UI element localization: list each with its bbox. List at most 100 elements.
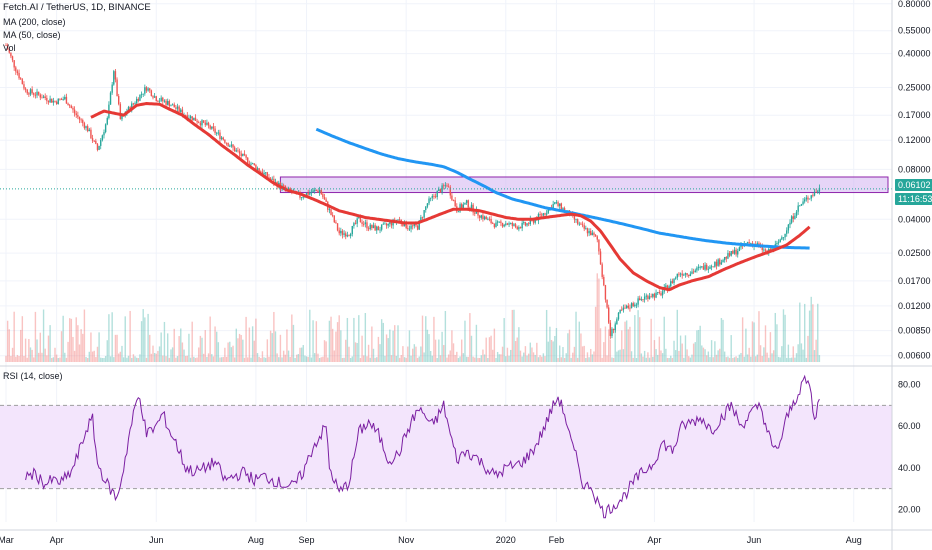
legend-ma200[interactable]: MA (200, close) <box>3 17 66 27</box>
candle-body <box>634 304 636 307</box>
candle-body <box>758 243 760 246</box>
candle-body <box>763 249 765 251</box>
time-tick-label: Mar <box>0 535 14 545</box>
candle-body <box>312 190 314 193</box>
candle-body <box>454 200 456 207</box>
volume-bar <box>361 335 363 362</box>
volume-bar <box>312 320 314 362</box>
candle-body <box>679 273 682 275</box>
candle-body <box>163 100 166 102</box>
volume-bar <box>689 357 692 362</box>
volume-bar <box>508 355 510 362</box>
volume-bar <box>88 351 90 362</box>
volume-bar <box>536 342 538 362</box>
candle-body <box>647 295 649 299</box>
candle-body <box>732 251 734 254</box>
volume-bar <box>457 357 460 362</box>
volume-bar <box>532 352 535 362</box>
candle-body <box>449 187 451 196</box>
volume-bar <box>655 349 657 362</box>
candle-body <box>235 150 237 152</box>
time-tick-label: Aug <box>846 535 862 545</box>
volume-bar <box>478 358 481 362</box>
volume-bar <box>781 346 783 362</box>
volume-bar <box>42 309 45 362</box>
volume-bar <box>706 355 708 362</box>
time-tick-label: Aug <box>248 535 264 545</box>
volume-bar <box>480 355 482 362</box>
volume-bar <box>72 336 74 362</box>
volume-bar <box>75 317 77 362</box>
candle-body <box>256 168 259 170</box>
candle-body <box>629 307 631 309</box>
volume-bar <box>238 333 241 362</box>
volume-bar <box>26 357 28 362</box>
candle-body <box>575 219 577 220</box>
candle-body <box>542 213 545 216</box>
volume-bar <box>33 357 35 362</box>
volume-bar <box>287 350 290 362</box>
candle-body <box>794 215 796 219</box>
volume-bar <box>129 310 131 362</box>
candle-body <box>152 96 154 98</box>
volume-bar <box>198 347 200 362</box>
volume-bar <box>253 340 255 362</box>
candle-body <box>428 198 430 204</box>
price-tick-label: 0.25000 <box>898 82 931 92</box>
candle-body <box>609 322 612 336</box>
volume-bar <box>477 357 479 362</box>
candle-body <box>689 273 692 277</box>
volume-bar <box>47 335 50 362</box>
candle-body <box>384 223 386 225</box>
volume-bar <box>274 331 277 362</box>
candle-body <box>740 244 742 248</box>
volume-bar <box>591 354 594 362</box>
candle-body <box>622 307 625 310</box>
candle-body <box>702 266 705 270</box>
candle-body <box>781 237 783 240</box>
candle-body <box>198 122 200 124</box>
volume-bar <box>135 357 138 362</box>
volume-bar <box>131 357 133 362</box>
volume-bar <box>529 342 531 362</box>
candle-body <box>407 228 409 229</box>
candle-body <box>88 129 90 132</box>
legend-rsi[interactable]: RSI (14, close) <box>3 371 63 381</box>
volume-bar <box>756 354 759 362</box>
candle-body <box>317 190 319 193</box>
candle-body <box>98 145 100 150</box>
volume-bar <box>643 350 646 362</box>
volume-bar <box>470 335 473 362</box>
volume-bar <box>612 357 615 362</box>
candle-body <box>137 98 139 101</box>
volume-bar <box>255 318 257 362</box>
volume-bar <box>314 353 316 362</box>
candle-body <box>616 319 618 325</box>
volume-bar <box>586 352 589 362</box>
volume-bar <box>160 332 162 362</box>
symbol-title[interactable]: Fetch.AI / TetherUS, 1D, BINANCE <box>3 2 151 13</box>
volume-bar <box>500 354 502 362</box>
volume-bar <box>165 356 167 362</box>
candle-body <box>712 266 714 268</box>
rsi-tick-label: 20.00 <box>898 505 921 515</box>
candle-body <box>67 103 69 106</box>
volume-bar <box>464 320 466 362</box>
volume-bar <box>815 339 817 362</box>
price-tick-label: 0.12000 <box>898 135 931 145</box>
legend-ma50[interactable]: MA (50, close) <box>3 30 61 40</box>
volume-bar <box>521 356 523 362</box>
volume-bar <box>541 356 543 362</box>
volume-bar <box>230 347 233 362</box>
candle-body <box>114 71 117 80</box>
volume-bar <box>235 328 237 362</box>
volume-bar <box>505 356 507 362</box>
candle-body <box>617 312 620 320</box>
volume-bar <box>118 353 120 362</box>
volume-bar <box>544 356 546 362</box>
candle-body <box>714 261 716 267</box>
time-tick-label: Sep <box>299 535 315 545</box>
candle-body <box>808 198 811 200</box>
legend-vol[interactable]: Vol <box>3 43 16 53</box>
